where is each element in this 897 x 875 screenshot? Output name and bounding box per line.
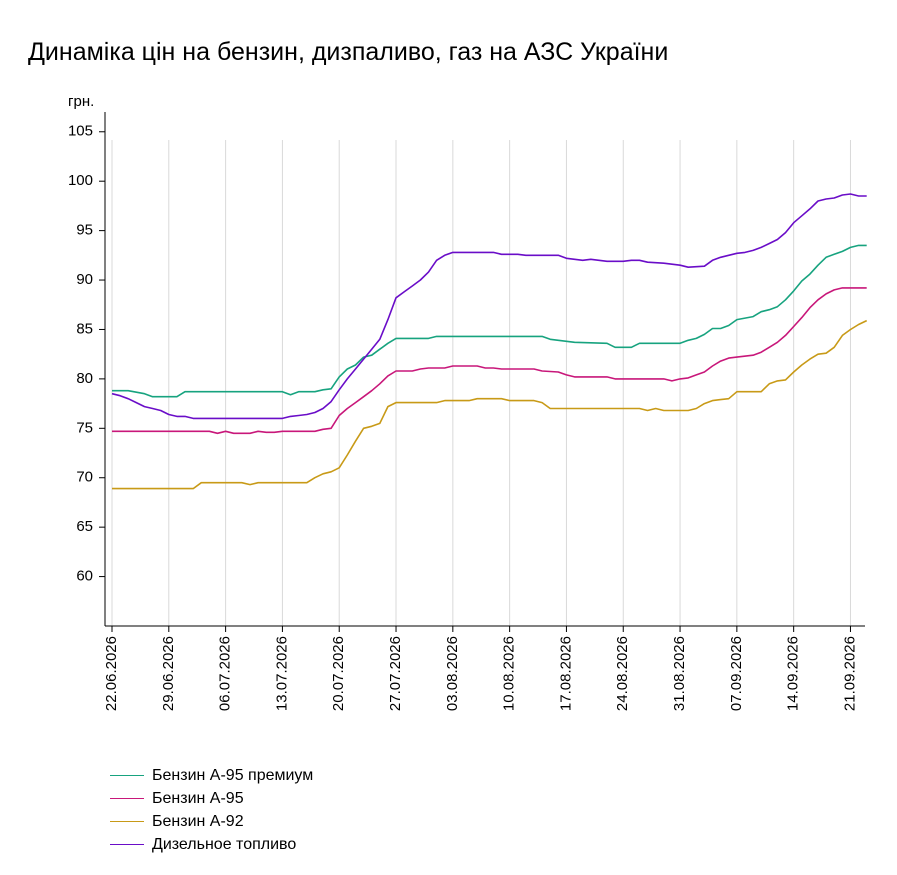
x-tick-label: 17.08.2026 bbox=[557, 636, 574, 711]
y-tick-label: 80 bbox=[76, 370, 93, 387]
x-tick-label: 10.08.2026 bbox=[501, 636, 518, 711]
series-line bbox=[112, 319, 868, 490]
legend-swatch bbox=[110, 844, 144, 845]
y-tick-label: 75 bbox=[76, 419, 93, 436]
axes-layer: 22.06.2026 29.06.2026 06.07.2026 13.07.2026… bbox=[68, 112, 865, 711]
x-tick-label: 06.07.2026 bbox=[217, 636, 234, 711]
legend-item: Бензин А-95 bbox=[110, 787, 313, 810]
legend: Бензин А-95 премиум Бензин А-95 Бензин А… bbox=[110, 764, 313, 856]
grid-layer bbox=[111, 140, 851, 626]
y-tick-label: 90 bbox=[76, 271, 93, 288]
x-tick-label: 13.07.2026 bbox=[273, 636, 290, 711]
series-line bbox=[111, 193, 867, 420]
y-tick-label: 60 bbox=[76, 568, 93, 585]
y-tick-label: 95 bbox=[76, 222, 93, 239]
x-tick-label: 21.09.2026 bbox=[841, 636, 858, 711]
series-layer bbox=[111, 193, 868, 490]
series-line bbox=[112, 244, 867, 398]
x-tick-label: 20.07.2026 bbox=[330, 636, 347, 711]
series-line bbox=[112, 287, 867, 435]
legend-label: Бензин А-95 премиум bbox=[152, 766, 314, 784]
line-chart: 22.06.2026 29.06.2026 06.07.2026 13.07.2026… bbox=[68, 93, 868, 711]
x-tick-label: 24.08.2026 bbox=[614, 636, 631, 711]
x-tick-label: 07.09.2026 bbox=[728, 636, 745, 711]
x-tick-label: 03.08.2026 bbox=[444, 636, 461, 711]
x-tick-label: 29.06.2026 bbox=[160, 636, 177, 711]
x-tick-label: 31.08.2026 bbox=[671, 636, 688, 711]
x-tick-label: 22.06.2026 bbox=[103, 636, 120, 711]
x-tick-label: 27.07.2026 bbox=[387, 636, 404, 711]
legend-label: Бензин А-95 bbox=[152, 789, 244, 807]
y-axis-label: грн. bbox=[68, 93, 94, 110]
legend-item: Дизельное топливо bbox=[110, 833, 313, 856]
legend-item: Бензин А-92 bbox=[110, 810, 313, 833]
y-tick-label: 100 bbox=[68, 172, 93, 189]
chart-title: Динаміка цін на бензин, дизпаливо, газ н… bbox=[28, 38, 669, 66]
y-tick-label: 70 bbox=[76, 469, 93, 486]
legend-swatch bbox=[110, 821, 144, 822]
legend-swatch bbox=[110, 798, 144, 799]
y-tick-label: 85 bbox=[76, 320, 93, 337]
legend-label: Бензин А-92 bbox=[152, 812, 244, 830]
legend-item: Бензин А-95 премиум bbox=[110, 764, 313, 787]
y-tick-label: 105 bbox=[68, 123, 93, 140]
legend-swatch bbox=[110, 775, 144, 776]
legend-label: Дизельное топливо bbox=[152, 835, 297, 853]
x-tick-label: 14.09.2026 bbox=[785, 636, 802, 711]
y-tick-label: 65 bbox=[76, 518, 93, 535]
